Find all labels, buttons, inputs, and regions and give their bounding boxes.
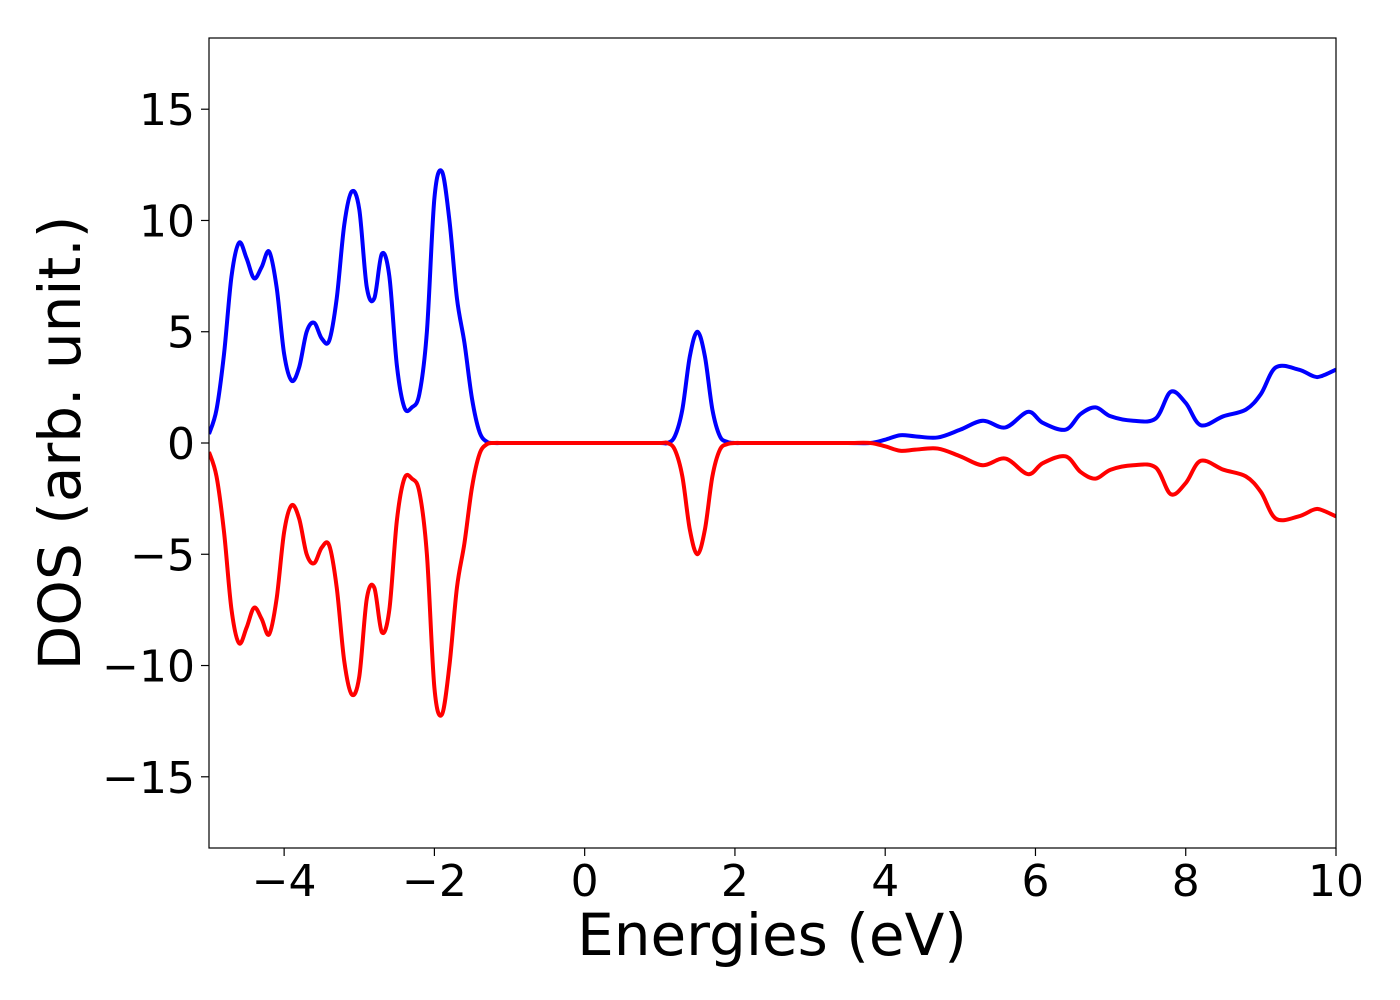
y-tick-label: −15 — [102, 753, 195, 804]
x-tick-label: −4 — [252, 856, 317, 907]
x-tick-label: 2 — [721, 856, 749, 907]
y-tick-label: 0 — [167, 419, 195, 470]
x-axis-ticks: −4 −2 0 2 4 6 8 10 — [252, 848, 1364, 907]
series-layer — [209, 168, 1336, 718]
x-tick-label: −2 — [402, 856, 467, 907]
x-tick-label: 4 — [871, 856, 899, 907]
y-axis-title: DOS (arb. unit.) — [26, 216, 94, 671]
x-tick-label: 8 — [1172, 856, 1200, 907]
y-tick-label: 10 — [139, 196, 195, 247]
y-tick-label: 5 — [167, 308, 195, 359]
x-tick-label: 10 — [1308, 856, 1364, 907]
y-tick-label: −10 — [102, 642, 195, 693]
x-tick-label: 0 — [571, 856, 599, 907]
x-tick-label: 6 — [1021, 856, 1049, 907]
x-axis-title: Energies (eV) — [577, 901, 967, 969]
series-line-1 — [209, 440, 1336, 718]
y-axis-ticks: 15 10 5 0 −5 −10 −15 — [102, 85, 209, 804]
y-tick-label: −5 — [130, 530, 195, 581]
y-tick-label: 15 — [139, 85, 195, 136]
